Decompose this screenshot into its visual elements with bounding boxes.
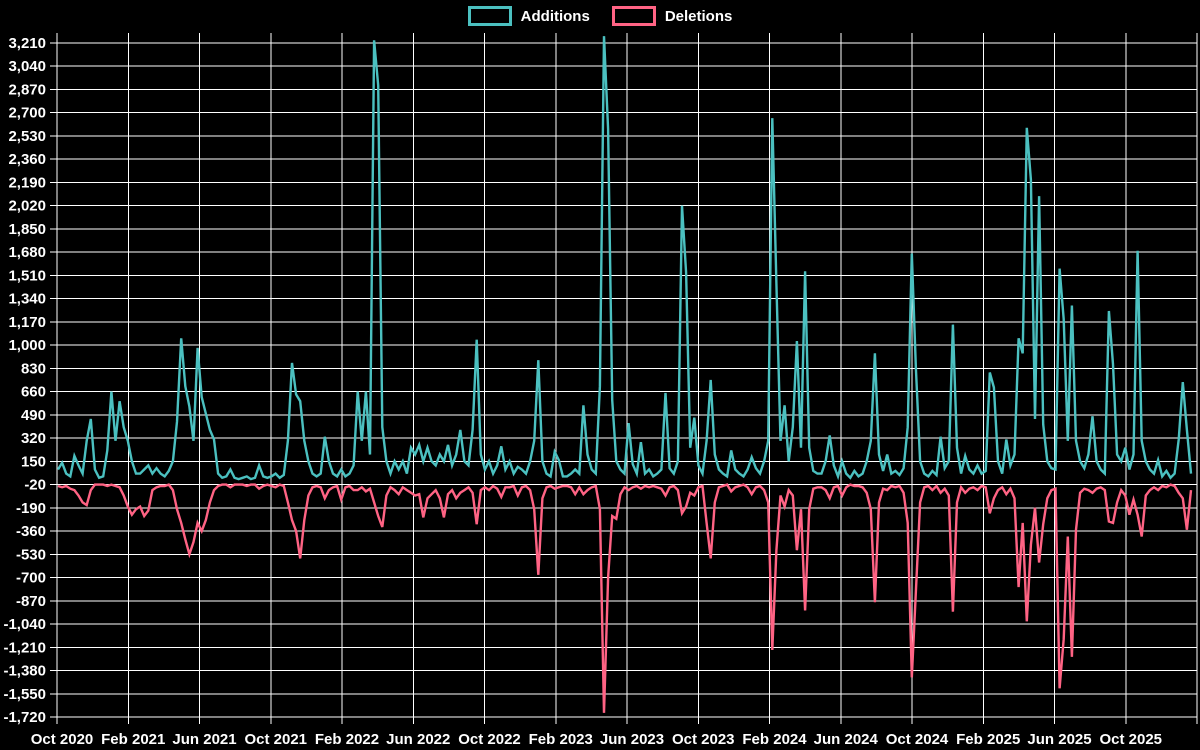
y-tick-label: 1,680 [8,244,46,261]
y-tick-label: 1,170 [8,314,46,331]
y-tick-label: -1,720 [3,709,46,726]
y-tick-label: 2,700 [8,105,46,122]
y-tick-label: 3,210 [8,35,46,52]
y-tick-label: -1,380 [3,663,46,680]
y-tick-label: 490 [21,407,46,424]
legend-label-deletions: Deletions [664,7,733,25]
y-gridlines-and-labels: 3,210 3,040 2,870 2,700 2,530 2,360 2,190 2,020… [3,35,1197,726]
x-tick-label: Oct 2025 [1099,731,1162,748]
x-tick-label: Feb 2025 [956,731,1020,748]
x-tick-label: Jun 2022 [386,731,450,748]
x-tick-label: Jun 2024 [814,731,879,748]
y-tick-label: 2,530 [8,128,46,145]
y-tick-label: 1,510 [8,267,46,284]
x-tick-label: Jun 2021 [172,731,236,748]
x-tick-label: Jun 2025 [1027,731,1091,748]
y-tick-label: -1,550 [3,686,46,703]
y-tick-label: -1,040 [3,616,46,633]
x-tick-label: Oct 2021 [244,731,307,748]
series-line-additions [56,36,1193,481]
y-tick-label: -700 [16,570,46,587]
legend-item-additions[interactable]: Additions [467,6,590,26]
y-tick-label: 1,850 [8,221,46,238]
y-tick-label: 3,040 [8,58,46,75]
y-tick-label: 1,340 [8,291,46,308]
x-gridlines-and-labels: Oct 2020 Feb 2021 Jun 2021 Oct 2021 Feb 2022… [31,33,1198,748]
x-tick-label: Feb 2024 [742,731,807,748]
y-tick-label: 2,020 [8,198,46,215]
x-tick-label: Oct 2020 [31,731,94,748]
y-tick-label: -360 [16,523,46,540]
y-tick-label: 150 [21,453,46,470]
deletions-swatch-icon [611,6,656,26]
chart-legend: Additions Deletions [0,6,1200,26]
x-tick-label: Oct 2024 [886,731,949,748]
y-tick-label: 320 [21,430,46,447]
x-tick-label: Feb 2021 [101,731,165,748]
y-tick-label: 2,870 [8,81,46,98]
legend-item-deletions[interactable]: Deletions [611,6,733,26]
y-tick-label: -1,210 [3,639,46,656]
series-line-deletions [57,483,1193,713]
y-tick-label: 830 [21,360,46,377]
y-tick-label: -20 [24,477,46,494]
y-tick-label: 1,000 [8,337,46,354]
y-tick-label: -190 [16,500,46,517]
y-tick-label: -870 [16,593,46,610]
additions-swatch-icon [467,6,512,26]
x-tick-label: Feb 2023 [529,731,593,748]
x-tick-label: Jun 2023 [600,731,664,748]
y-tick-label: 2,360 [8,151,46,168]
y-tick-label: 2,190 [8,174,46,191]
y-tick-label: 660 [21,384,46,401]
x-tick-label: Feb 2022 [315,731,379,748]
x-tick-label: Oct 2022 [458,731,521,748]
y-tick-label: -530 [16,546,46,563]
legend-label-additions: Additions [520,7,590,25]
x-tick-label: Oct 2023 [672,731,735,748]
